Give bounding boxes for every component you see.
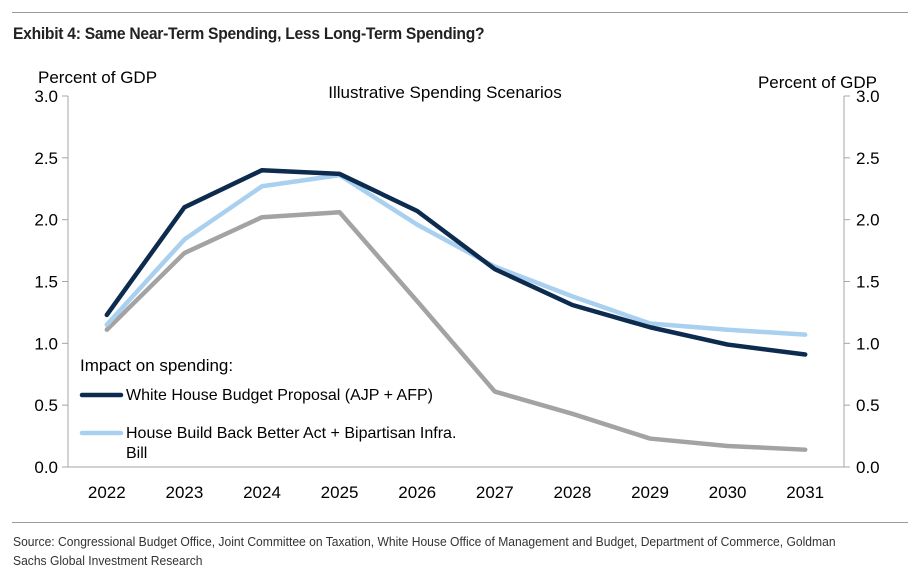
x-tick-label: 2027 [476, 483, 514, 502]
legend-label-white-house: White House Budget Proposal (AJP + AFP) [126, 387, 433, 404]
source-note: Source: Congressional Budget Office, Joi… [13, 534, 836, 568]
x-tick-label: 2025 [321, 483, 359, 502]
left-tick-label: 1.5 [34, 273, 58, 292]
right-tick-label: 2.0 [856, 211, 880, 230]
left-tick-label: 0.0 [34, 458, 58, 477]
x-tick-label: 2028 [553, 483, 591, 502]
legend-title: Impact on spending: [80, 356, 233, 375]
left-tick-label: 2.5 [34, 149, 58, 168]
x-tick-label: 2023 [165, 483, 203, 502]
left-tick-label: 0.5 [34, 396, 58, 415]
right-tick-label: 3.0 [856, 87, 880, 106]
line-chart: Percent of GDP Percent of GDP Illustrati… [34, 68, 880, 502]
x-tick-label: 2026 [398, 483, 436, 502]
right-tick-label: 1.5 [856, 273, 880, 292]
x-tick-label: 2030 [709, 483, 747, 502]
legend-label-house-bbb-line2: Bill [126, 445, 147, 462]
series-line-third [104, 209, 808, 452]
exhibit-title: Exhibit 4: Same Near-Term Spending, Less… [13, 24, 485, 43]
left-axis-title: Percent of GDP [38, 68, 157, 87]
right-tick-label: 2.5 [856, 149, 880, 168]
right-tick-labels: 0.0 0.5 1.0 1.5 2.0 2.5 3.0 [844, 87, 880, 477]
legend: Impact on spending: White House Budget P… [79, 356, 456, 462]
series-line-white-house [104, 167, 808, 357]
top-rule [12, 12, 908, 13]
series-lines [104, 167, 808, 452]
x-tick-labels: 2022 2023 2024 2025 2026 2027 2028 2029 2030 2031 [88, 483, 824, 502]
bottom-rule [12, 522, 908, 523]
right-tick-label: 0.5 [856, 396, 880, 415]
left-tick-labels: 0.0 0.5 1.0 1.5 2.0 2.5 3.0 [34, 87, 68, 477]
legend-label-house-bbb-line1: House Build Back Better Act + Bipartisan… [126, 425, 456, 442]
x-tick-label: 2029 [631, 483, 669, 502]
left-tick-label: 3.0 [34, 87, 58, 106]
chart-title: Illustrative Spending Scenarios [328, 83, 561, 102]
right-axis-title: Percent of GDP [758, 73, 877, 92]
x-tick-label: 2022 [88, 483, 126, 502]
x-tick-label: 2024 [243, 483, 281, 502]
left-tick-label: 1.0 [34, 334, 58, 353]
right-tick-label: 1.0 [856, 334, 880, 353]
series-line-house-bbb [104, 172, 808, 337]
left-tick-label: 2.0 [34, 211, 58, 230]
right-tick-label: 0.0 [856, 458, 880, 477]
x-tick-label: 2031 [786, 483, 824, 502]
